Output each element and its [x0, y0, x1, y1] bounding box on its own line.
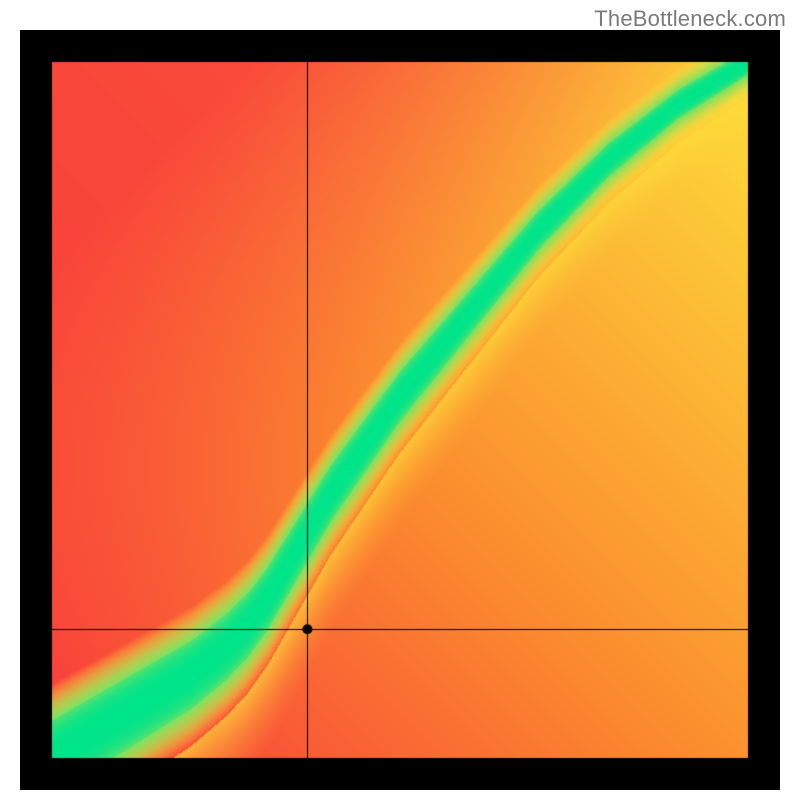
heatmap-canvas — [20, 30, 780, 790]
chart-container: TheBottleneck.com — [0, 0, 800, 800]
chart-outer-frame — [20, 30, 780, 790]
watermark-text: TheBottleneck.com — [594, 6, 786, 32]
